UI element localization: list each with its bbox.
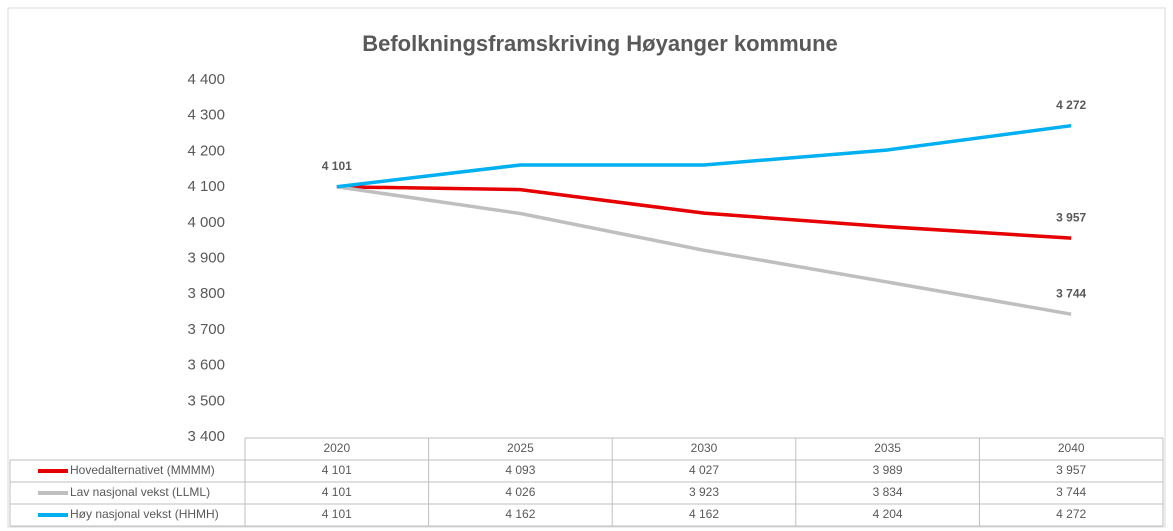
data-label: 4 272 xyxy=(1056,98,1086,112)
chart-title: Befolkningsframskriving Høyanger kommune xyxy=(362,31,838,56)
y-tick-label: 4 300 xyxy=(187,107,225,124)
x-tick-label: 2040 xyxy=(1058,441,1085,455)
data-label: 4 101 xyxy=(322,159,352,173)
table-cell: 4 162 xyxy=(689,507,719,521)
x-tick-label: 2035 xyxy=(874,441,901,455)
y-tick-label: 4 100 xyxy=(187,178,225,195)
table-cell: 4 101 xyxy=(322,463,352,477)
series-line xyxy=(336,123,1072,189)
table-cell: 3 989 xyxy=(873,463,903,477)
y-tick-label: 3 500 xyxy=(187,392,225,409)
table-cell: 4 272 xyxy=(1056,507,1086,521)
table-cell: 4 093 xyxy=(505,463,535,477)
y-tick-label: 3 900 xyxy=(187,249,225,266)
x-tick-label: 2020 xyxy=(323,441,350,455)
y-tick-label: 3 700 xyxy=(187,321,225,338)
legend-label: Lav nasjonal vekst (LLML) xyxy=(70,485,210,499)
table-cell: 3 744 xyxy=(1056,485,1086,499)
table-cell: 3 957 xyxy=(1056,463,1086,477)
series-line xyxy=(336,184,1072,240)
data-label: 3 957 xyxy=(1056,210,1086,224)
table-cell: 3 923 xyxy=(689,485,719,499)
x-tick-label: 2025 xyxy=(507,441,534,455)
table-cell: 4 101 xyxy=(322,507,352,521)
table-cell: 4 027 xyxy=(689,463,719,477)
y-tick-label: 4 200 xyxy=(187,142,225,159)
table-cell: 3 834 xyxy=(873,485,903,499)
legend-label: Høy nasjonal vekst (HHMH) xyxy=(70,507,219,521)
table-cell: 4 101 xyxy=(322,485,352,499)
y-tick-label: 3 800 xyxy=(187,285,225,302)
y-tick-label: 3 600 xyxy=(187,357,225,374)
x-tick-label: 2030 xyxy=(691,441,718,455)
table-cell: 4 204 xyxy=(873,507,903,521)
series-line xyxy=(336,185,1072,316)
table-cell: 4 162 xyxy=(505,507,535,521)
chart-frame xyxy=(7,7,1166,528)
legend-label: Hovedalternativet (MMMM) xyxy=(70,463,215,477)
y-tick-label: 3 400 xyxy=(187,428,225,445)
data-label: 3 744 xyxy=(1056,286,1086,300)
table-cell: 4 026 xyxy=(505,485,535,499)
y-tick-label: 4 000 xyxy=(187,214,225,231)
y-tick-label: 4 400 xyxy=(187,71,225,88)
